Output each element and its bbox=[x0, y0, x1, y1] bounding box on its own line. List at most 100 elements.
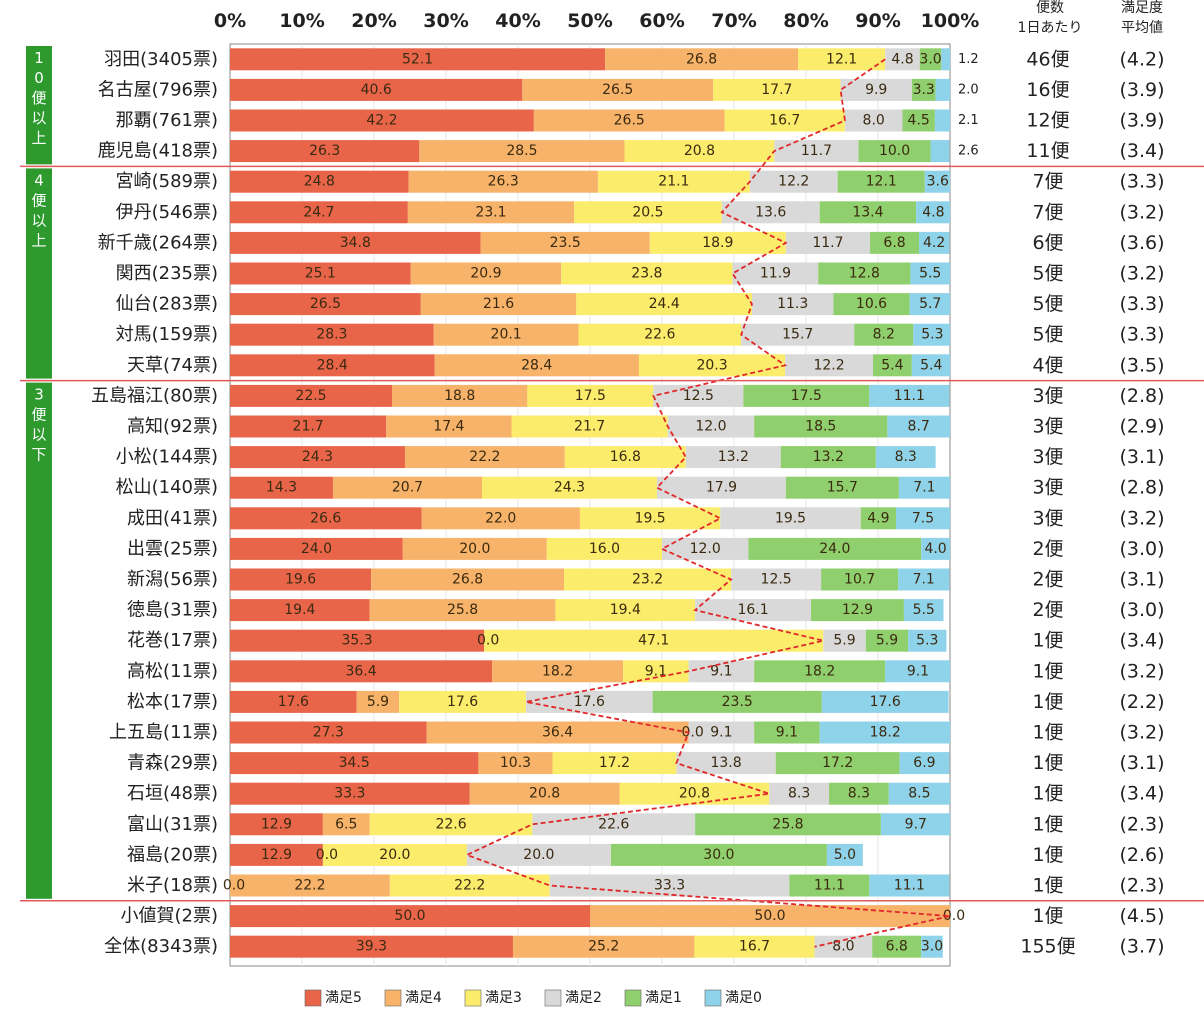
bar-segment-満足0 bbox=[909, 293, 950, 316]
average-score: (2.6) bbox=[1119, 844, 1164, 866]
bar-segment-満足0 bbox=[913, 323, 950, 346]
data-label: 5.9 bbox=[367, 694, 389, 710]
bar-segment-満足3 bbox=[527, 384, 654, 407]
group-tag bbox=[26, 46, 52, 165]
data-label: 19.5 bbox=[635, 510, 666, 526]
bar-segment-満足1 bbox=[811, 599, 904, 622]
bar-segment-満足0 bbox=[885, 660, 950, 683]
data-label: 20.0 bbox=[379, 847, 410, 863]
bar-segment-満足0 bbox=[921, 935, 943, 958]
bar-segment-満足0 bbox=[924, 170, 950, 193]
outside-value-label: 2.1 bbox=[958, 113, 979, 128]
average-score: (3.2) bbox=[1119, 507, 1164, 529]
x-tick-label: 60% bbox=[639, 10, 684, 32]
bar-segment-満足0 bbox=[869, 874, 950, 897]
group-tag-label: 便 bbox=[31, 191, 46, 209]
data-label: 0.0 bbox=[682, 725, 704, 741]
bar-segment-満足2 bbox=[885, 48, 920, 71]
data-label: 34.5 bbox=[339, 755, 370, 771]
data-label: 25.8 bbox=[447, 602, 478, 618]
bar-segment-満足1 bbox=[860, 507, 896, 530]
data-label: 12.2 bbox=[778, 174, 809, 190]
data-label: 8.2 bbox=[873, 327, 895, 343]
bar-segment-満足0 bbox=[916, 201, 950, 224]
flights-per-day: 7便 bbox=[1032, 171, 1063, 193]
data-label: 11.1 bbox=[894, 878, 925, 894]
data-label: 4.9 bbox=[867, 510, 889, 526]
data-label: 20.0 bbox=[523, 847, 554, 863]
flights-per-day: 46便 bbox=[1026, 48, 1069, 70]
bar-segment-満足2 bbox=[656, 476, 786, 499]
bar-segment-満足5 bbox=[230, 721, 427, 744]
data-label: 3.0 bbox=[919, 51, 941, 67]
bar-segment-満足5 bbox=[230, 782, 470, 805]
bar-segment-満足2 bbox=[741, 323, 855, 346]
data-label: 17.9 bbox=[706, 480, 737, 496]
data-label: 8.7 bbox=[908, 419, 930, 435]
bar-segment-満足3 bbox=[552, 752, 677, 775]
average-score: (3.2) bbox=[1119, 263, 1164, 285]
bar-segment-満足1 bbox=[872, 935, 922, 958]
data-label: 9.7 bbox=[905, 816, 927, 832]
bar-segment-満足3 bbox=[555, 599, 696, 622]
data-label: 50.0 bbox=[754, 908, 785, 924]
data-label: 7.1 bbox=[913, 480, 935, 496]
bar-segment-満足0 bbox=[898, 476, 950, 499]
bar-segment-満足0 bbox=[903, 599, 944, 622]
data-label: 36.4 bbox=[345, 663, 376, 679]
bar-segment-満足3 bbox=[561, 262, 733, 285]
bar-segment-満足5 bbox=[230, 599, 370, 622]
flights-column-header: 1日あたり bbox=[1018, 20, 1083, 36]
bar-segment-満足3 bbox=[724, 109, 845, 132]
bar-segment-満足3 bbox=[579, 507, 721, 530]
data-label: 9.1 bbox=[710, 725, 732, 741]
flights-per-day: 1便 bbox=[1032, 660, 1063, 682]
bar-segment-満足0 bbox=[821, 690, 949, 713]
data-label: 0.0 bbox=[943, 908, 965, 924]
flights-per-day: 3便 bbox=[1032, 416, 1063, 438]
bar-segment-満足1 bbox=[919, 48, 942, 71]
bar-segment-満足0 bbox=[869, 384, 950, 407]
group-tag-label: 以 bbox=[31, 109, 46, 127]
bar-segment-満足0 bbox=[911, 354, 950, 377]
data-label: 33.3 bbox=[654, 878, 685, 894]
bar-segment-満足3 bbox=[624, 140, 775, 163]
bar-segment-満足2 bbox=[662, 537, 749, 560]
data-label: 28.3 bbox=[316, 327, 347, 343]
bar-segment-満足5 bbox=[230, 476, 333, 499]
bar-segment-満足3 bbox=[649, 231, 786, 254]
row-label: 鹿児島(418票) bbox=[98, 141, 218, 162]
data-label: 5.9 bbox=[876, 633, 898, 649]
bar-segment-満足4 bbox=[469, 782, 620, 805]
bar-segment-満足1 bbox=[754, 660, 886, 683]
data-label: 11.7 bbox=[812, 235, 843, 251]
bar-segment-満足1 bbox=[818, 262, 911, 285]
bar-segment-満足5 bbox=[230, 78, 523, 101]
data-label: 20.7 bbox=[392, 480, 423, 496]
row-label: 高松(11票) bbox=[127, 661, 218, 682]
bar-segment-満足5 bbox=[230, 109, 534, 132]
bar-segment-満足0 bbox=[826, 843, 863, 866]
bar-segment-満足2 bbox=[731, 568, 822, 591]
average-score: (3.3) bbox=[1119, 171, 1164, 193]
average-column-header: 平均値 bbox=[1121, 20, 1163, 36]
data-label: 9.1 bbox=[907, 663, 929, 679]
bar-segment-満足2 bbox=[774, 140, 859, 163]
bar-segment-満足4 bbox=[433, 323, 579, 346]
bar-segment-満足0 bbox=[919, 231, 950, 254]
data-label: 21.7 bbox=[293, 419, 324, 435]
bar-segment-満足0 bbox=[875, 446, 936, 469]
flights-per-day: 5便 bbox=[1032, 324, 1063, 346]
bar-segment-満足0 bbox=[930, 140, 950, 163]
bar-segment-満足4 bbox=[492, 660, 624, 683]
bar-segment-満足4 bbox=[478, 752, 553, 775]
data-label: 10.3 bbox=[500, 755, 531, 771]
row-label: 松本(17票) bbox=[127, 691, 218, 712]
legend-swatch bbox=[464, 989, 482, 1007]
data-label: 8.3 bbox=[848, 786, 870, 802]
bar-segment-満足5 bbox=[230, 354, 435, 377]
bar-segment-満足0 bbox=[941, 48, 950, 71]
data-label: 0.0 bbox=[223, 878, 245, 894]
bar-segment-満足4 bbox=[419, 140, 625, 163]
data-label: 50.0 bbox=[394, 908, 425, 924]
